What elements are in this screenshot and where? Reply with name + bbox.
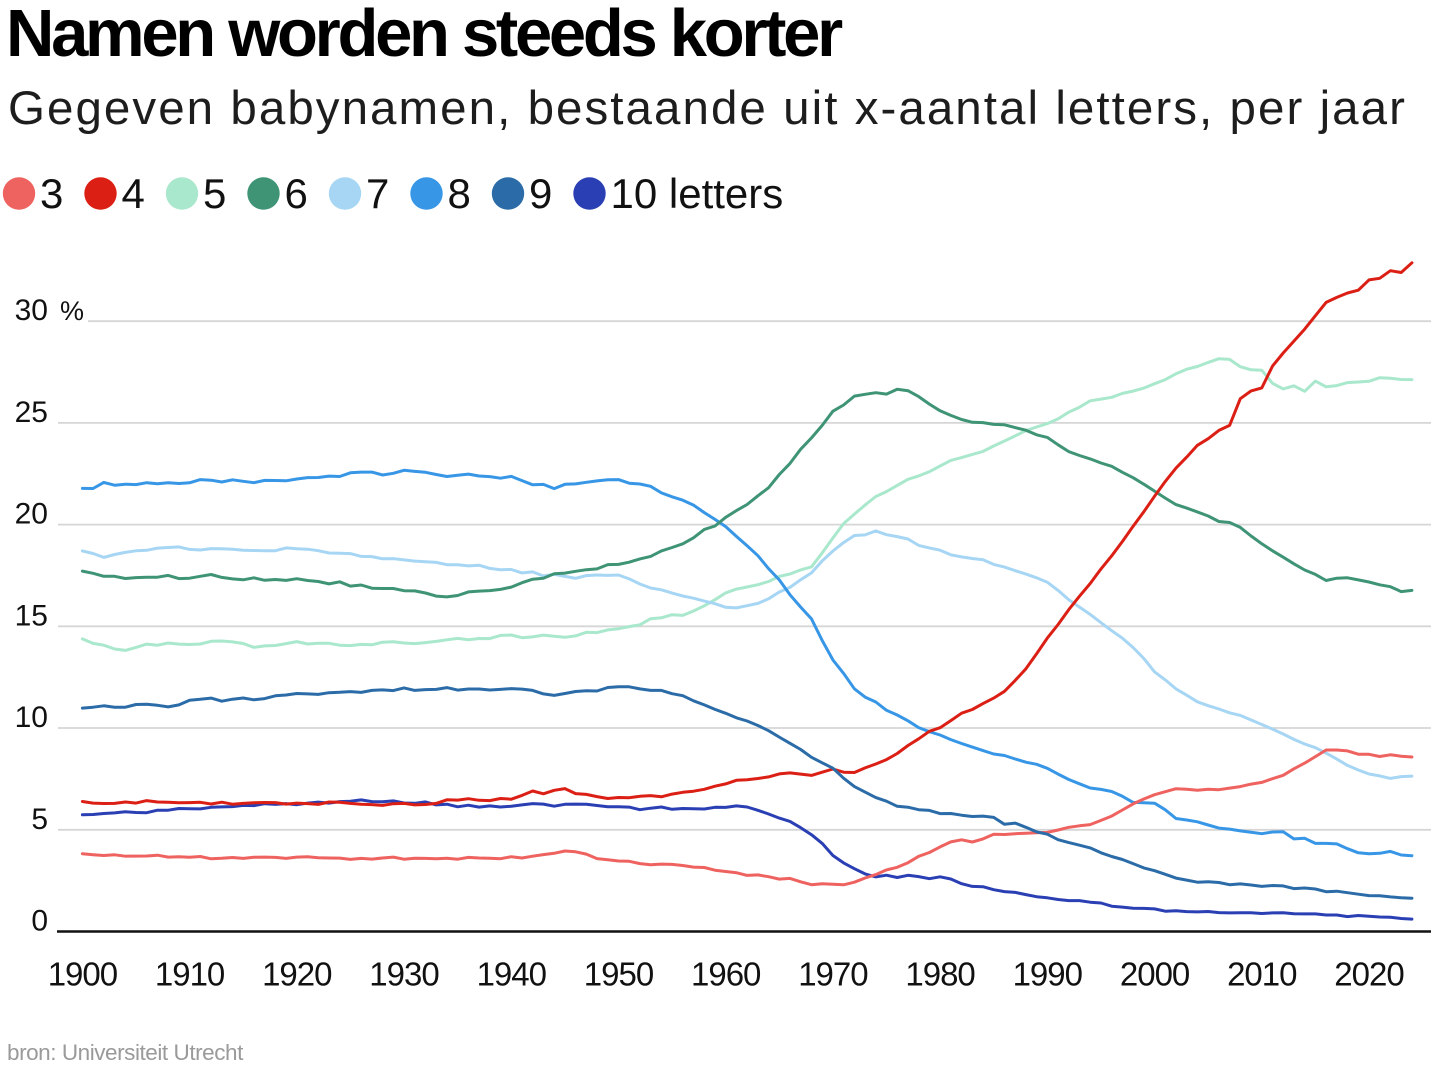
svg-text:Gegeven babynamen, bestaande u: Gegeven babynamen, bestaande uit x-aanta… [8, 82, 1407, 135]
svg-text:2000: 2000 [1120, 956, 1190, 993]
svg-text:1980: 1980 [905, 956, 975, 993]
svg-text:1970: 1970 [798, 956, 868, 993]
svg-text:1920: 1920 [262, 956, 332, 993]
svg-text:2020: 2020 [1334, 956, 1404, 993]
svg-text:1990: 1990 [1013, 956, 1083, 993]
svg-text:4: 4 [122, 170, 145, 217]
svg-text:bron: Universiteit Utrecht: bron: Universiteit Utrecht [7, 1040, 244, 1065]
svg-text:9: 9 [529, 170, 552, 217]
svg-text:30: 30 [15, 294, 48, 327]
svg-text:5: 5 [203, 170, 226, 217]
svg-text:1960: 1960 [691, 956, 761, 993]
svg-text:0: 0 [31, 905, 48, 938]
svg-text:25: 25 [15, 396, 48, 429]
svg-text:1910: 1910 [155, 956, 225, 993]
svg-text:10 letters: 10 letters [611, 170, 784, 217]
svg-text:1950: 1950 [584, 956, 654, 993]
svg-text:3: 3 [40, 170, 63, 217]
svg-text:5: 5 [31, 803, 48, 836]
svg-text:1940: 1940 [477, 956, 547, 993]
svg-text:15: 15 [15, 599, 48, 632]
svg-text:6: 6 [285, 170, 308, 217]
svg-text:8: 8 [448, 170, 471, 217]
svg-text:1900: 1900 [48, 956, 118, 993]
svg-text:7: 7 [366, 170, 389, 217]
svg-text:1930: 1930 [369, 956, 439, 993]
svg-text:%: % [60, 296, 84, 326]
svg-text:2010: 2010 [1227, 956, 1297, 993]
svg-text:20: 20 [15, 498, 48, 531]
svg-text:Namen worden steeds korter: Namen worden steeds korter [6, 0, 843, 71]
svg-text:10: 10 [15, 701, 48, 734]
